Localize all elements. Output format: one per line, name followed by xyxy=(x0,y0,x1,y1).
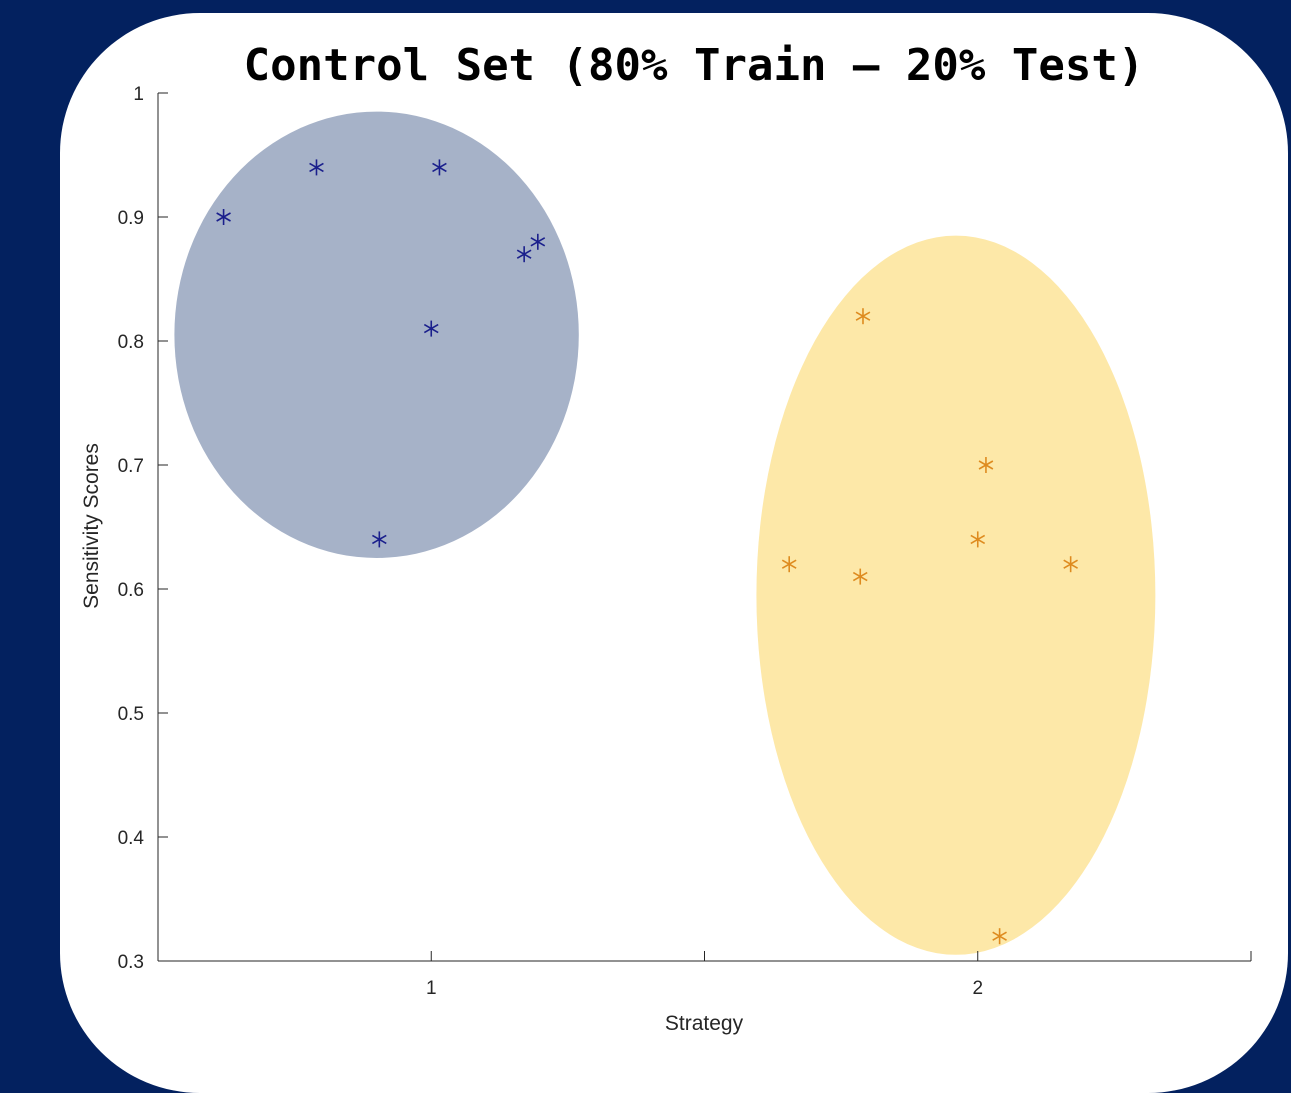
data-point-series-2 xyxy=(978,457,994,473)
y-axis-label: Sensitivity Scores xyxy=(80,443,103,609)
data-point-series-1 xyxy=(372,531,387,548)
data-point-series-1 xyxy=(423,320,439,337)
data-point-series-1 xyxy=(530,233,546,250)
y-tick-label: 0.5 xyxy=(118,704,144,725)
axes: 0.3 0.4 0.5 0.6 0.7 0.8 0.9 1 1 2 xyxy=(118,84,1252,999)
scatter-chart: 0.3 0.4 0.5 0.6 0.7 0.8 0.9 1 1 2 Control Set (80… xyxy=(80,40,1252,1035)
data-point-series-2 xyxy=(852,568,868,585)
x-axis-label: Strategy xyxy=(665,1012,744,1035)
y-tick-label: 0.3 xyxy=(118,952,144,973)
cluster-region-2 xyxy=(756,235,1156,955)
y-tick-label: 0.4 xyxy=(118,828,145,849)
x-tick-label: 1 xyxy=(426,978,437,999)
data-point-series-2 xyxy=(855,308,871,325)
y-tick-label: 0.7 xyxy=(118,456,144,477)
cluster-regions xyxy=(174,111,1156,955)
data-point-series-1 xyxy=(309,159,324,176)
data-point-series-2 xyxy=(970,531,986,548)
cluster-region-1 xyxy=(174,111,579,559)
y-tick-label: 1 xyxy=(133,84,144,105)
data-point-series-1 xyxy=(432,159,447,176)
y-tick-label: 0.6 xyxy=(118,580,144,601)
y-tick-label: 0.9 xyxy=(118,208,144,229)
data-points xyxy=(216,159,1078,945)
data-point-series-2 xyxy=(1063,556,1078,573)
data-point-series-1 xyxy=(216,209,231,225)
y-tick-label: 0.8 xyxy=(118,332,144,353)
data-point-series-2 xyxy=(992,928,1007,945)
x-tick-label: 2 xyxy=(972,978,983,999)
data-point-series-2 xyxy=(781,556,797,573)
data-point-series-1 xyxy=(516,246,532,263)
chart-title: Control Set (80% Train – 20% Test) xyxy=(244,40,1145,91)
